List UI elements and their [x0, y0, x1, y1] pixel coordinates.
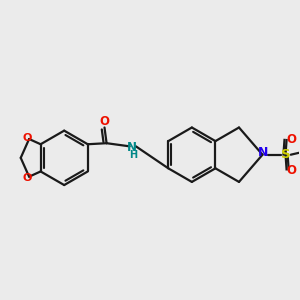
- Text: O: O: [100, 115, 110, 128]
- Text: O: O: [287, 164, 297, 177]
- Text: O: O: [287, 133, 297, 146]
- Text: S: S: [281, 148, 290, 161]
- Text: N: N: [127, 141, 137, 154]
- Text: N: N: [258, 146, 269, 159]
- Text: O: O: [22, 133, 32, 143]
- Text: O: O: [22, 173, 32, 183]
- Text: H: H: [129, 150, 137, 160]
